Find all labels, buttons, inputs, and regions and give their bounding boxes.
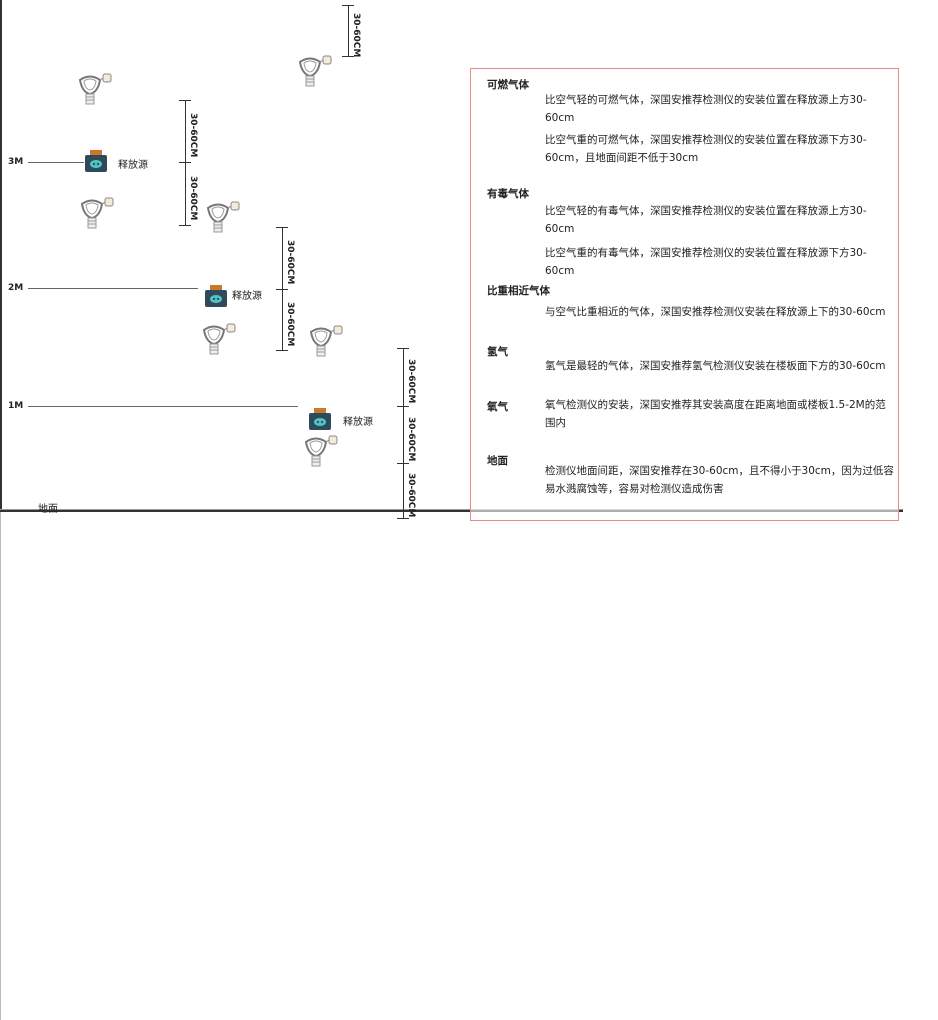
ground-label: 地面 xyxy=(38,504,58,515)
note-text: 比空气轻的有毒气体，深国安推荐检测仪的安装位置在释放源上方30-60cm xyxy=(545,205,867,235)
release-source-label: 释放源 xyxy=(118,160,148,171)
note-text: 检测仪地面间距，深国安推荐在30-60cm，且不得小于30cm，因为过低容易水溅… xyxy=(545,465,894,495)
note-title: 地面 xyxy=(487,455,508,467)
dimension-label: 30-60CM xyxy=(406,416,416,461)
release-source-label: 释放源 xyxy=(343,417,373,428)
gas-detector-icon xyxy=(302,434,342,468)
wall-line xyxy=(0,0,2,509)
notes-panel: 可燃气体 比空气轻的可燃气体，深国安推荐检测仪的安装位置在释放源上方30-60c… xyxy=(470,68,899,521)
note-text: 与空气比重相近的气体，深国安推荐检测仪安装在释放源上下的30-60cm xyxy=(545,306,886,318)
dimension-tick xyxy=(397,406,409,407)
dimension-line xyxy=(348,5,349,56)
dimension-tick xyxy=(276,227,288,228)
release-source-icon xyxy=(307,407,333,431)
dimension-label: 30-60CM xyxy=(285,240,295,285)
dimension-tick xyxy=(397,518,409,519)
gas-detector-icon xyxy=(200,322,240,356)
dimension-label: 30-60CM xyxy=(285,301,295,346)
dimension-tick xyxy=(342,56,354,57)
note-title: 氢气 xyxy=(487,346,508,358)
dimension-line xyxy=(403,463,404,518)
gas-detector-icon xyxy=(76,72,116,106)
level-2m-line xyxy=(28,288,198,289)
note-title: 比重相近气体 xyxy=(487,285,550,297)
floor-line xyxy=(0,510,903,512)
right-border xyxy=(0,512,1,1020)
level-1m-line xyxy=(28,406,298,407)
note-title: 氧气 xyxy=(487,401,508,413)
dimension-label: 30-60CM xyxy=(188,113,198,158)
level-3m-label: 3M xyxy=(8,157,24,167)
dimension-line xyxy=(282,289,283,350)
gas-detector-icon xyxy=(204,200,244,234)
dimension-label: 30-60CM xyxy=(406,359,416,404)
note-text: 比空气轻的可燃气体，深国安推荐检测仪的安装位置在释放源上方30-60cm xyxy=(545,94,867,124)
release-source-icon xyxy=(203,284,229,308)
gas-detector-icon xyxy=(78,196,118,230)
release-source-icon xyxy=(83,149,109,173)
gas-detector-icon xyxy=(307,324,347,358)
dimension-line xyxy=(185,100,186,162)
dimension-tick xyxy=(276,350,288,351)
note-title: 有毒气体 xyxy=(487,188,529,200)
level-3m-line xyxy=(28,162,84,163)
dimension-line xyxy=(282,227,283,289)
note-text: 氧气检测仪的安装，深国安推荐其安装高度在距离地面或楼板1.5-2M的范围内 xyxy=(545,399,886,429)
dimension-tick xyxy=(179,100,191,101)
ceiling-line xyxy=(0,509,903,510)
dimension-label: 30-60CM xyxy=(188,175,198,220)
dimension-line xyxy=(403,406,404,463)
dimension-tick xyxy=(397,348,409,349)
release-source-label: 释放源 xyxy=(232,291,262,302)
level-2m-label: 2M xyxy=(8,283,24,293)
note-text: 氢气是最轻的气体，深国安推荐氢气检测仪安装在楼板面下方的30-60cm xyxy=(545,360,886,372)
dimension-label: 30-60CM xyxy=(351,12,361,57)
dimension-tick xyxy=(397,463,409,464)
dimension-tick xyxy=(276,289,288,290)
level-1m-label: 1M xyxy=(8,401,24,411)
dimension-line xyxy=(185,162,186,225)
dimension-label: 30-60CM xyxy=(406,472,416,517)
gas-detector-icon xyxy=(296,54,336,88)
note-text: 比空气重的有毒气体，深国安推荐检测仪的安装位置在释放源下方30-60cm xyxy=(545,247,867,277)
dimension-tick xyxy=(179,162,191,163)
dimension-tick xyxy=(179,225,191,226)
note-text: 比空气重的可燃气体，深国安推荐检测仪的安装位置在释放源下方30-60cm，且地面… xyxy=(545,134,867,164)
note-title: 可燃气体 xyxy=(487,79,529,91)
dimension-tick xyxy=(342,5,354,6)
dimension-line xyxy=(403,348,404,406)
